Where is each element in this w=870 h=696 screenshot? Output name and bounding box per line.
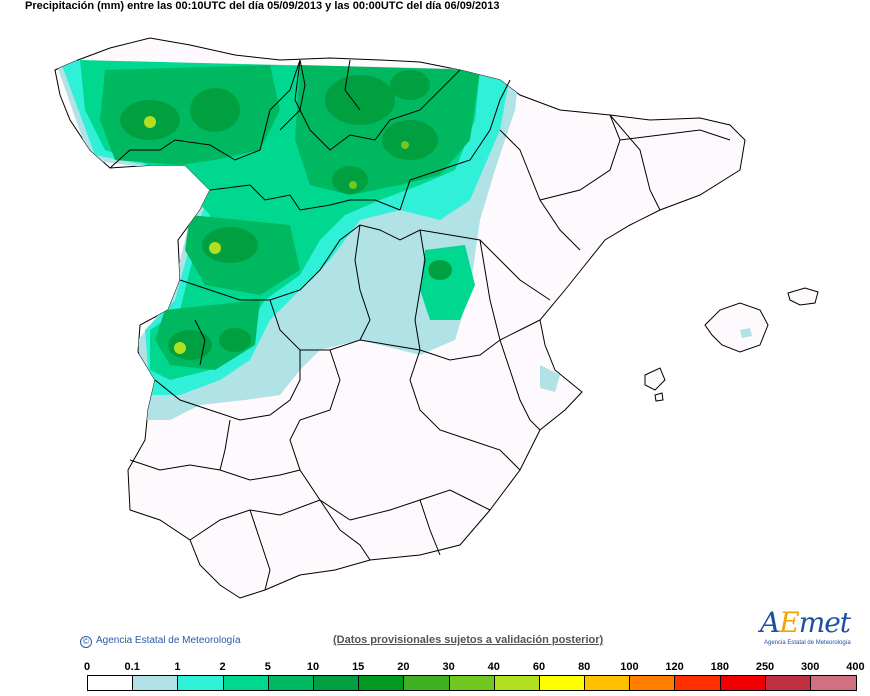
legend-swatch [765, 676, 811, 690]
legend-label: 2 [219, 661, 226, 673]
legend-swatch [404, 676, 450, 690]
legend-label: 0 [83, 661, 91, 673]
legend-swatch [630, 676, 676, 690]
legend-swatch [675, 676, 721, 690]
legend-labels: 0 0.1 1 2 5 10 15 20 30 40 60 80 100 120 180 250 300 400 [0, 661, 870, 675]
legend-swatch [585, 676, 631, 690]
logo-subtitle: Agencia Estatal de Meteorología [764, 640, 851, 646]
aemet-logo: AEmet Agencia Estatal de Meteorología [760, 606, 851, 652]
legend-label: 100 [620, 661, 639, 673]
legend-label: 250 [755, 661, 775, 673]
logo-wordmark: AEmet [760, 606, 851, 639]
legend-label: 20 [397, 661, 410, 673]
legend-label: 180 [710, 661, 729, 673]
balearic-islands [644, 287, 819, 402]
legend-swatch [359, 676, 405, 690]
legend-swatch [494, 676, 540, 690]
precipitation-map [54, 37, 819, 599]
legend-label: 10 [306, 661, 320, 673]
legend-label: 400 [846, 661, 865, 673]
legend-label: 300 [801, 661, 820, 673]
copyright-icon: © [80, 636, 92, 648]
legend-swatch [178, 676, 224, 690]
legend-swatch [720, 676, 766, 690]
precipitation-field [55, 60, 560, 420]
legend-swatch [133, 676, 179, 690]
legend-swatch [88, 676, 134, 690]
legend-label: 40 [487, 661, 500, 673]
region-borders [109, 59, 731, 591]
legend-label: 0.1 [124, 661, 140, 673]
legend-swatch [313, 676, 360, 690]
legend-swatch [223, 676, 269, 690]
legend-label: 15 [352, 661, 365, 673]
legend-label: 120 [665, 661, 684, 673]
disclaimer-text: (Datos provisionales sujetos a validació… [333, 634, 604, 646]
legend-label: 60 [532, 661, 546, 673]
legend-swatch [811, 676, 857, 690]
legend-swatch [539, 676, 586, 690]
legend-swatch [449, 676, 495, 690]
map-title: Precipitación (mm) entre las 00:10UTC de… [25, 0, 500, 12]
copyright-notice: © Agencia Estatal de Meteorología [80, 635, 241, 648]
legend-color-bar [87, 675, 858, 691]
legend-label: 5 [264, 661, 271, 673]
legend-label: 80 [578, 661, 591, 673]
legend-label: 1 [174, 661, 181, 673]
legend-label: 30 [442, 661, 455, 673]
legend-swatch [268, 676, 314, 690]
